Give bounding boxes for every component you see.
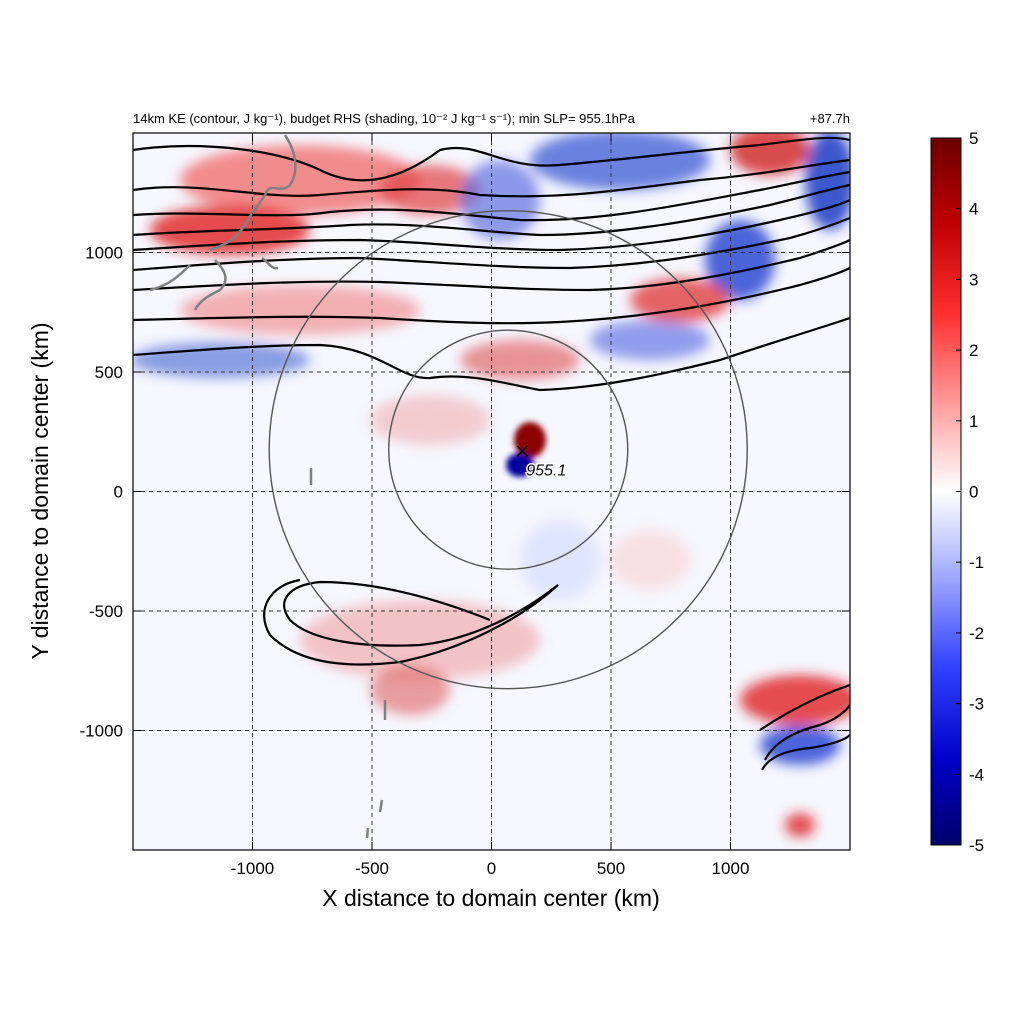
coastline bbox=[149, 134, 387, 839]
ke-contour-closed bbox=[263, 578, 559, 666]
x-tick-label: 500 bbox=[597, 859, 625, 878]
coastline-segment bbox=[365, 827, 370, 839]
shading-blob bbox=[730, 133, 810, 175]
ke-contour-line bbox=[759, 683, 850, 731]
y-tick-label: 0 bbox=[114, 483, 123, 502]
colorbar-tick-label: -2 bbox=[969, 624, 984, 643]
ke-contour-line bbox=[133, 158, 850, 198]
shading-blob bbox=[300, 600, 540, 680]
shading-blob bbox=[180, 145, 420, 215]
colorbar-tick-label: 0 bbox=[969, 483, 978, 502]
shading-blob bbox=[610, 530, 690, 590]
min-slp-label: 955.1 bbox=[526, 463, 566, 480]
storm-core-negative bbox=[506, 453, 534, 477]
colorbar-tick-label: 1 bbox=[969, 412, 978, 431]
shading-blob bbox=[705, 220, 775, 300]
shading-blob bbox=[520, 520, 600, 600]
coastline-segment bbox=[378, 799, 384, 813]
storm-core-positive bbox=[514, 422, 546, 458]
shading-blob bbox=[530, 133, 710, 190]
ke-contour-line bbox=[133, 239, 850, 292]
shading-blob bbox=[630, 278, 730, 322]
shading-blob bbox=[460, 340, 580, 380]
y-tick-label: 1000 bbox=[85, 244, 123, 263]
x-tick-label: -500 bbox=[355, 859, 389, 878]
shading-blob bbox=[370, 395, 490, 445]
storm-center-marker: × bbox=[514, 439, 531, 463]
ke-contour-line bbox=[761, 734, 850, 771]
ke-contour-line bbox=[133, 183, 850, 237]
storm-center: × 955.1 bbox=[514, 439, 568, 482]
shading-blob bbox=[785, 813, 815, 837]
y-tick-label: 500 bbox=[95, 363, 123, 382]
colorbar-tick-label: 3 bbox=[969, 270, 978, 289]
axis-ticks: -1000 -500 0 500 1000 -1000 -500 0 500 1000 bbox=[80, 133, 850, 878]
colorbar-tick-label: 5 bbox=[969, 129, 978, 148]
forecast-hour: +87.7h bbox=[810, 111, 850, 126]
colorbar-tick-label: -3 bbox=[969, 695, 984, 714]
ke-contour-line bbox=[133, 170, 850, 222]
colorbar-tick-label: -4 bbox=[969, 765, 984, 784]
x-axis-label: X distance to domain center (km) bbox=[322, 885, 659, 911]
radius-circle bbox=[388, 329, 629, 570]
ke-contours bbox=[133, 136, 850, 771]
coastline-segment bbox=[209, 134, 297, 252]
coastline-segment bbox=[261, 256, 279, 270]
shading-blob bbox=[590, 320, 710, 360]
chart-title: 14km KE (contour, J kg⁻¹), budget RHS (s… bbox=[133, 111, 636, 126]
x-tick-label: 0 bbox=[487, 859, 496, 878]
colorbar bbox=[930, 137, 962, 846]
colorbar-tick-label: 4 bbox=[969, 200, 978, 219]
ke-contour-line bbox=[133, 199, 850, 252]
shading-blob bbox=[133, 342, 310, 378]
coastline-segment bbox=[149, 264, 191, 292]
shading-field bbox=[133, 133, 850, 837]
ke-contour-line bbox=[764, 704, 850, 761]
x-tick-label: 1000 bbox=[712, 859, 750, 878]
colorbar-tick-label: -5 bbox=[969, 836, 984, 855]
shading-blob bbox=[805, 133, 850, 230]
y-axis-label: Y distance to domain center (km) bbox=[27, 322, 53, 659]
colorbar-tick-label: -1 bbox=[969, 553, 984, 572]
storm-core-shading bbox=[506, 422, 546, 477]
y-tick-label: -1000 bbox=[80, 722, 123, 741]
colorbar-tick-label: 2 bbox=[969, 341, 978, 360]
x-tick-label: -1000 bbox=[231, 859, 274, 878]
y-tick-label: -500 bbox=[89, 602, 123, 621]
ke-contour-line bbox=[133, 136, 850, 182]
plot-area: × 955.1 bbox=[133, 133, 850, 850]
shading-blob bbox=[370, 665, 450, 715]
radius-circle bbox=[268, 209, 748, 690]
ke-contour-line bbox=[133, 267, 850, 325]
shading-blob bbox=[180, 285, 420, 335]
coastline-segment bbox=[193, 259, 227, 311]
colorbar-ticks: 5 4 3 2 1 0 -1 -2 -3 -4 -5 bbox=[956, 129, 984, 855]
ke-contour-line bbox=[133, 316, 850, 392]
shading-blob bbox=[740, 675, 850, 725]
ke-contour-line bbox=[133, 216, 850, 272]
radius-circles bbox=[268, 209, 748, 690]
shading-blob bbox=[460, 160, 540, 240]
